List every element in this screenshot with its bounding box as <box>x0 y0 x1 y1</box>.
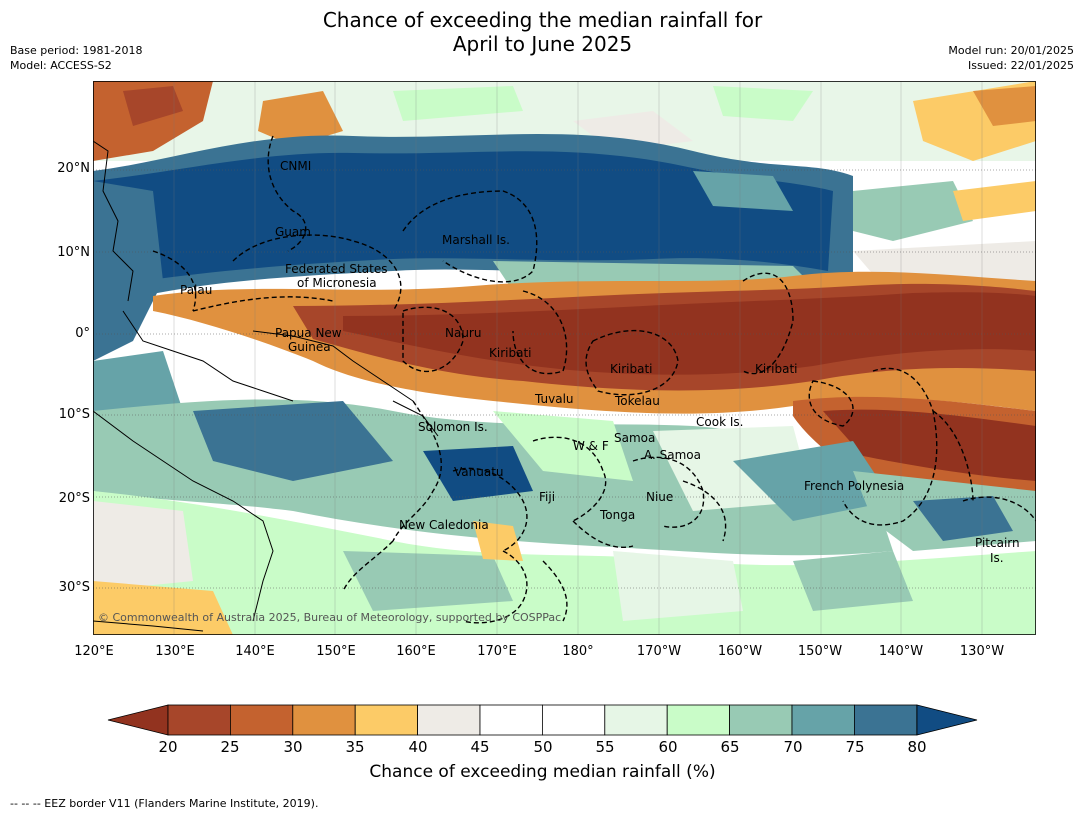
label-png-line-1: Papua New <box>275 326 342 340</box>
colorbar-cell <box>167 704 231 736</box>
label-american-samoa: A. Samoa <box>644 448 701 462</box>
lon-label-180: 180° <box>562 644 594 659</box>
label-tuvalu: Tuvalu <box>534 392 574 406</box>
label-niue: Niue <box>646 490 673 504</box>
lon-label-140w: 140°W <box>878 644 924 659</box>
label-vanuatu: Vanuatu <box>454 465 504 479</box>
label-pitcairn-line-1: Pitcairn <box>975 536 1020 550</box>
lon-label-150w: 150°W <box>797 644 843 659</box>
label-new-caledonia: New Caledonia <box>399 518 489 532</box>
issued-date: Issued: 22/01/2025 <box>967 59 1074 72</box>
label-fsm-line-2: of Micronesia <box>297 276 377 290</box>
label-tokelau: Tokelau <box>614 394 660 408</box>
label-fiji: Fiji <box>539 490 555 504</box>
lat-label-30s: 30°S <box>58 580 90 595</box>
colorbar-tick: 35 <box>345 738 365 756</box>
colorbar-cell <box>666 704 731 736</box>
colorbar-cell <box>230 704 294 736</box>
label-marshall-islands: Marshall Is. <box>442 233 510 247</box>
lon-label-140e: 140°E <box>235 644 275 659</box>
map-title: Chance of exceeding the median rainfall … <box>0 8 1085 56</box>
base-period: Base period: 1981-2018 <box>10 44 143 57</box>
lon-label-130w: 130°W <box>959 644 1005 659</box>
colorbar-tick: 50 <box>533 738 553 756</box>
colorbar-tick: 40 <box>408 738 428 756</box>
colorbar-cells <box>167 704 918 736</box>
colorbar-cell <box>417 704 481 736</box>
colorbar-cell <box>354 704 418 736</box>
lat-label-10s: 10°S <box>58 407 90 422</box>
lat-label-20s: 20°S <box>58 491 90 506</box>
label-cook-islands: Cook Is. <box>696 415 743 429</box>
label-tonga: Tonga <box>599 508 635 522</box>
copyright-notice: © Commonwealth of Australia 2025, Bureau… <box>98 611 561 624</box>
label-kiribati-central: Kiribati <box>610 362 652 376</box>
colorbar <box>107 704 978 736</box>
label-palau: Palau <box>180 283 212 297</box>
colorbar-under-arrow <box>107 704 169 736</box>
colorbar-tick: 75 <box>845 738 865 756</box>
colorbar-cell <box>541 704 606 736</box>
meta-left: Base period: 1981-2018 Model: ACCESS-S2 <box>10 43 142 73</box>
rainfall-map: CNMI Guam Marshall Is. Federated States … <box>93 81 1036 635</box>
lat-label-0: 0° <box>75 326 90 341</box>
colorbar-tick: 70 <box>783 738 803 756</box>
lon-label-150e: 150°E <box>316 644 356 659</box>
colorbar-tick: 25 <box>220 738 240 756</box>
lon-label-120e: 120°E <box>74 644 114 659</box>
title-line-1: Chance of exceeding the median rainfall … <box>322 8 763 32</box>
colorbar-tick: 55 <box>595 738 615 756</box>
label-nauru: Nauru <box>445 326 481 340</box>
label-kiribati-east: Kiribati <box>755 362 797 376</box>
label-png-line-2: Guinea <box>288 340 331 354</box>
label-wallis-futuna: W & F <box>573 439 609 453</box>
lon-label-160w: 160°W <box>717 644 763 659</box>
lat-label-10n: 10°N <box>57 245 90 260</box>
colorbar-cell <box>604 704 668 736</box>
label-solomon-islands: Solomon Is. <box>418 420 488 434</box>
colorbar-tick: 60 <box>658 738 678 756</box>
label-cnmi: CNMI <box>280 159 311 173</box>
colorbar-tick: 20 <box>158 738 178 756</box>
colorbar-cell <box>292 704 356 736</box>
eez-border-note: -- -- -- EEZ border V11 (Flanders Marine… <box>10 797 319 810</box>
colorbar-over-arrow <box>916 704 978 736</box>
label-guam: Guam <box>275 225 311 239</box>
colorbar-cell <box>479 704 543 736</box>
lon-label-170w: 170°W <box>636 644 682 659</box>
lon-label-160e: 160°E <box>396 644 436 659</box>
colorbar-label: Chance of exceeding median rainfall (%) <box>369 762 716 782</box>
label-french-polynesia: French Polynesia <box>804 479 904 493</box>
label-kiribati-west: Kiribati <box>489 346 531 360</box>
colorbar-tick: 30 <box>283 738 303 756</box>
colorbar-cell <box>791 704 855 736</box>
title-line-2: April to June 2025 <box>452 32 633 56</box>
colorbar-tick: 80 <box>907 738 927 756</box>
colorbar-tick: 45 <box>470 738 490 756</box>
colorbar-cell <box>854 704 918 736</box>
lon-label-170e: 170°E <box>477 644 517 659</box>
colorbar-cell <box>729 704 793 736</box>
lon-label-130e: 130°E <box>155 644 195 659</box>
model-name: Model: ACCESS-S2 <box>10 59 112 72</box>
model-run: Model run: 20/01/2025 <box>948 44 1074 57</box>
colorbar-tick: 65 <box>720 738 740 756</box>
label-samoa: Samoa <box>614 431 655 445</box>
meta-right: Model run: 20/01/2025 Issued: 22/01/2025 <box>948 43 1074 73</box>
label-fsm-line-1: Federated States <box>285 262 387 276</box>
lat-label-20n: 20°N <box>57 161 90 176</box>
label-pitcairn-line-2: Is. <box>990 551 1004 565</box>
